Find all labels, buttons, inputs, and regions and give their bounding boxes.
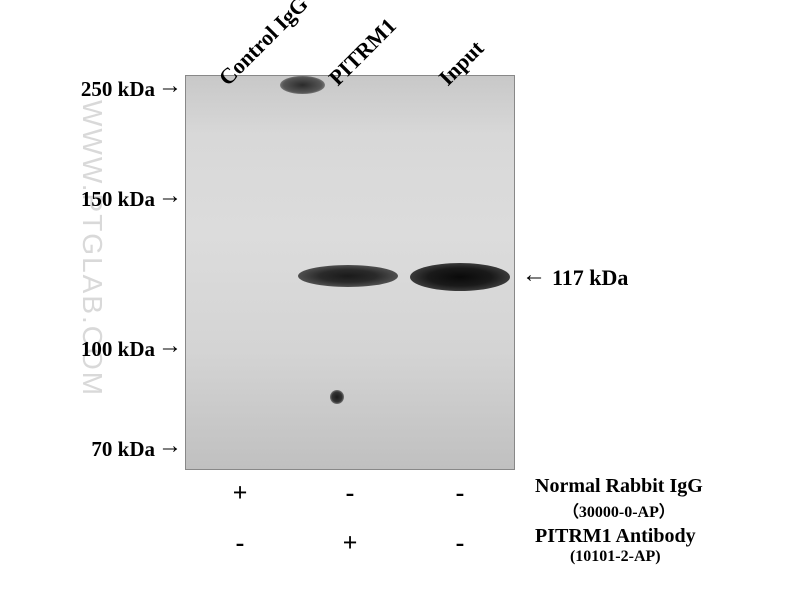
- arrow-icon: →: [158, 73, 182, 100]
- artifact-dot: [330, 390, 344, 404]
- mark-row2-lane2: +: [335, 528, 365, 558]
- antibody-pitrm1: PITRM1 Antibody (10101-2-AP): [535, 525, 696, 566]
- figure-container: WWW.PTGLAB.COM Control IgG PITRM1 Input …: [0, 0, 800, 600]
- antibody-catalog: （30000-0-AP）: [535, 498, 703, 522]
- marker-100: 100 kDa: [65, 337, 155, 362]
- mark-row1-lane1: +: [225, 478, 255, 508]
- marker-150: 150 kDa: [65, 187, 155, 212]
- antibody-catalog: (10101-2-AP): [535, 548, 696, 566]
- nonspecific-smudge: [280, 76, 325, 94]
- mark-row1-lane2: -: [335, 478, 365, 508]
- mark-row1-lane3: -: [445, 478, 475, 508]
- antibody-name: PITRM1 Antibody: [535, 525, 696, 548]
- arrow-icon: →: [158, 333, 182, 360]
- mark-row2-lane1: -: [225, 528, 255, 558]
- arrow-icon: →: [158, 183, 182, 210]
- target-band-label: 117 kDa: [552, 265, 628, 291]
- marker-250: 250 kDa: [65, 77, 155, 102]
- marker-70: 70 kDa: [65, 437, 155, 462]
- antibody-normal-igg: Normal Rabbit IgG （30000-0-AP）: [535, 475, 703, 522]
- input-band: [410, 263, 510, 291]
- pitrm1-ip-band: [298, 265, 398, 287]
- arrow-icon: ←: [522, 262, 546, 289]
- arrow-icon: →: [158, 433, 182, 460]
- mark-row2-lane3: -: [445, 528, 475, 558]
- antibody-name: Normal Rabbit IgG: [535, 475, 703, 498]
